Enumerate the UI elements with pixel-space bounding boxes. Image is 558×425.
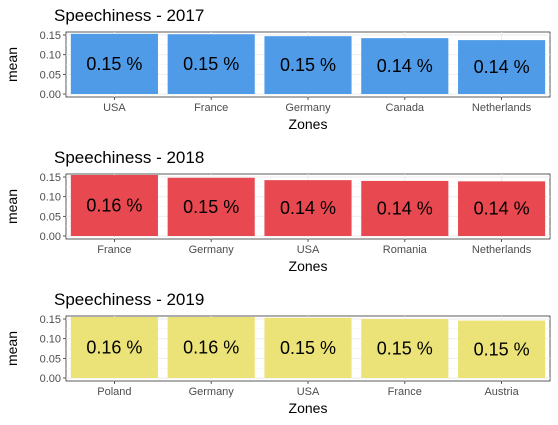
data-label: 0.14 % [474,199,530,219]
y-axis-title: mean [4,47,20,82]
x-tick-label: USA [297,244,320,256]
x-tick-label: USA [297,386,320,398]
bar [458,40,546,94]
x-tick-label: Germany [285,102,331,114]
x-tick-label: France [194,102,228,114]
y-axis-title: mean [4,189,20,224]
x-tick-label: Netherlands [472,102,532,114]
y-tick-label: 0.05 [40,353,61,365]
y-tick-label: 0.00 [40,89,61,101]
chart-title: Speechiness - 2017 [54,6,204,25]
data-label: 0.15 % [183,197,239,217]
data-label: 0.14 % [474,57,530,77]
bar [70,33,158,94]
y-axis-title: mean [4,331,20,366]
x-tick-label: Netherlands [472,244,532,256]
data-label: 0.14 % [280,198,336,218]
data-label: 0.16 % [86,196,142,216]
y-tick-label: 0.10 [40,192,61,204]
data-label: 0.15 % [280,338,336,358]
data-label: 0.15 % [474,339,530,359]
x-tick-label: France [97,244,131,256]
bar [167,177,255,236]
bar [458,320,546,378]
data-label: 0.16 % [86,338,142,358]
bar [264,180,352,236]
data-label: 0.14 % [377,56,433,76]
y-tick-label: 0.10 [40,334,61,346]
y-tick-label: 0.15 [40,30,61,42]
bar [264,36,352,94]
chart-title: Speechiness - 2019 [54,290,204,309]
data-label: 0.15 % [280,55,336,75]
chart-title: Speechiness - 2018 [54,148,204,167]
x-tick-label: Germany [189,244,235,256]
x-tick-label: Romania [383,244,428,256]
x-tick-label: France [388,386,422,398]
bar [361,319,449,378]
bar [167,34,255,94]
bar [70,175,158,236]
bar [458,181,546,236]
x-tick-label: Austria [484,386,519,398]
x-tick-label: USA [103,102,126,114]
bar [70,317,158,378]
chart-panel-3: 0.00 0.05 0.10 0.15 0.16 % Poland 0.16 % German… [4,290,551,416]
data-label: 0.15 % [377,339,433,359]
bar [361,38,449,94]
x-tick-label: Poland [97,386,131,398]
bar [361,180,449,236]
bar [167,317,255,378]
bar [264,317,352,378]
y-tick-label: 0.15 [40,314,61,326]
x-axis-title: Zones [289,400,328,416]
y-tick-label: 0.00 [40,231,61,243]
y-tick-label: 0.10 [40,50,61,62]
x-axis-title: Zones [289,116,328,132]
chart-panel-2: 0.00 0.05 0.10 0.15 0.16 % France 0.15 % German… [4,148,551,274]
data-label: 0.14 % [377,198,433,218]
y-tick-label: 0.05 [40,69,61,81]
y-tick-label: 0.05 [40,211,61,223]
x-axis-title: Zones [289,258,328,274]
x-tick-label: Germany [189,386,235,398]
x-tick-label: Canada [386,102,425,114]
data-label: 0.15 % [86,54,142,74]
data-label: 0.16 % [183,338,239,358]
chart-panel-1: 0.00 0.05 0.10 0.15 0.15 % USA 0.15 % France 0.1… [4,6,551,132]
y-tick-label: 0.00 [40,373,61,385]
y-tick-label: 0.15 [40,172,61,184]
data-label: 0.15 % [183,54,239,74]
